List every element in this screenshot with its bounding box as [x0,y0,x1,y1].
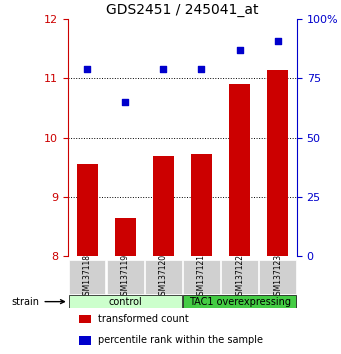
Bar [79,336,91,345]
Point [237,47,242,53]
Point [161,66,166,72]
Text: TAC1 overexpressing: TAC1 overexpressing [189,297,291,307]
Text: GSM137122: GSM137122 [235,254,244,300]
Point [122,99,128,105]
Title: GDS2451 / 245041_at: GDS2451 / 245041_at [106,3,259,17]
FancyBboxPatch shape [221,260,258,294]
Bar [229,84,250,256]
Text: GSM137120: GSM137120 [159,254,168,300]
FancyBboxPatch shape [69,260,105,294]
FancyBboxPatch shape [183,260,220,294]
FancyBboxPatch shape [260,260,296,294]
Text: GSM137123: GSM137123 [273,254,282,300]
Bar [191,154,212,256]
FancyBboxPatch shape [69,295,182,308]
Text: GSM137121: GSM137121 [197,254,206,300]
Text: transformed count: transformed count [98,314,189,324]
Text: control: control [108,297,142,307]
Bar [115,218,136,256]
Point [199,66,204,72]
Text: GSM137119: GSM137119 [121,254,130,300]
Text: percentile rank within the sample: percentile rank within the sample [98,336,263,346]
Text: GSM137118: GSM137118 [83,254,91,300]
Bar [267,70,288,256]
Bar [76,165,98,256]
Bar [153,155,174,256]
Text: strain: strain [12,297,64,307]
FancyBboxPatch shape [183,295,296,308]
Point [84,66,90,72]
Bar [79,315,91,323]
Point [275,38,281,44]
FancyBboxPatch shape [107,260,144,294]
FancyBboxPatch shape [145,260,182,294]
